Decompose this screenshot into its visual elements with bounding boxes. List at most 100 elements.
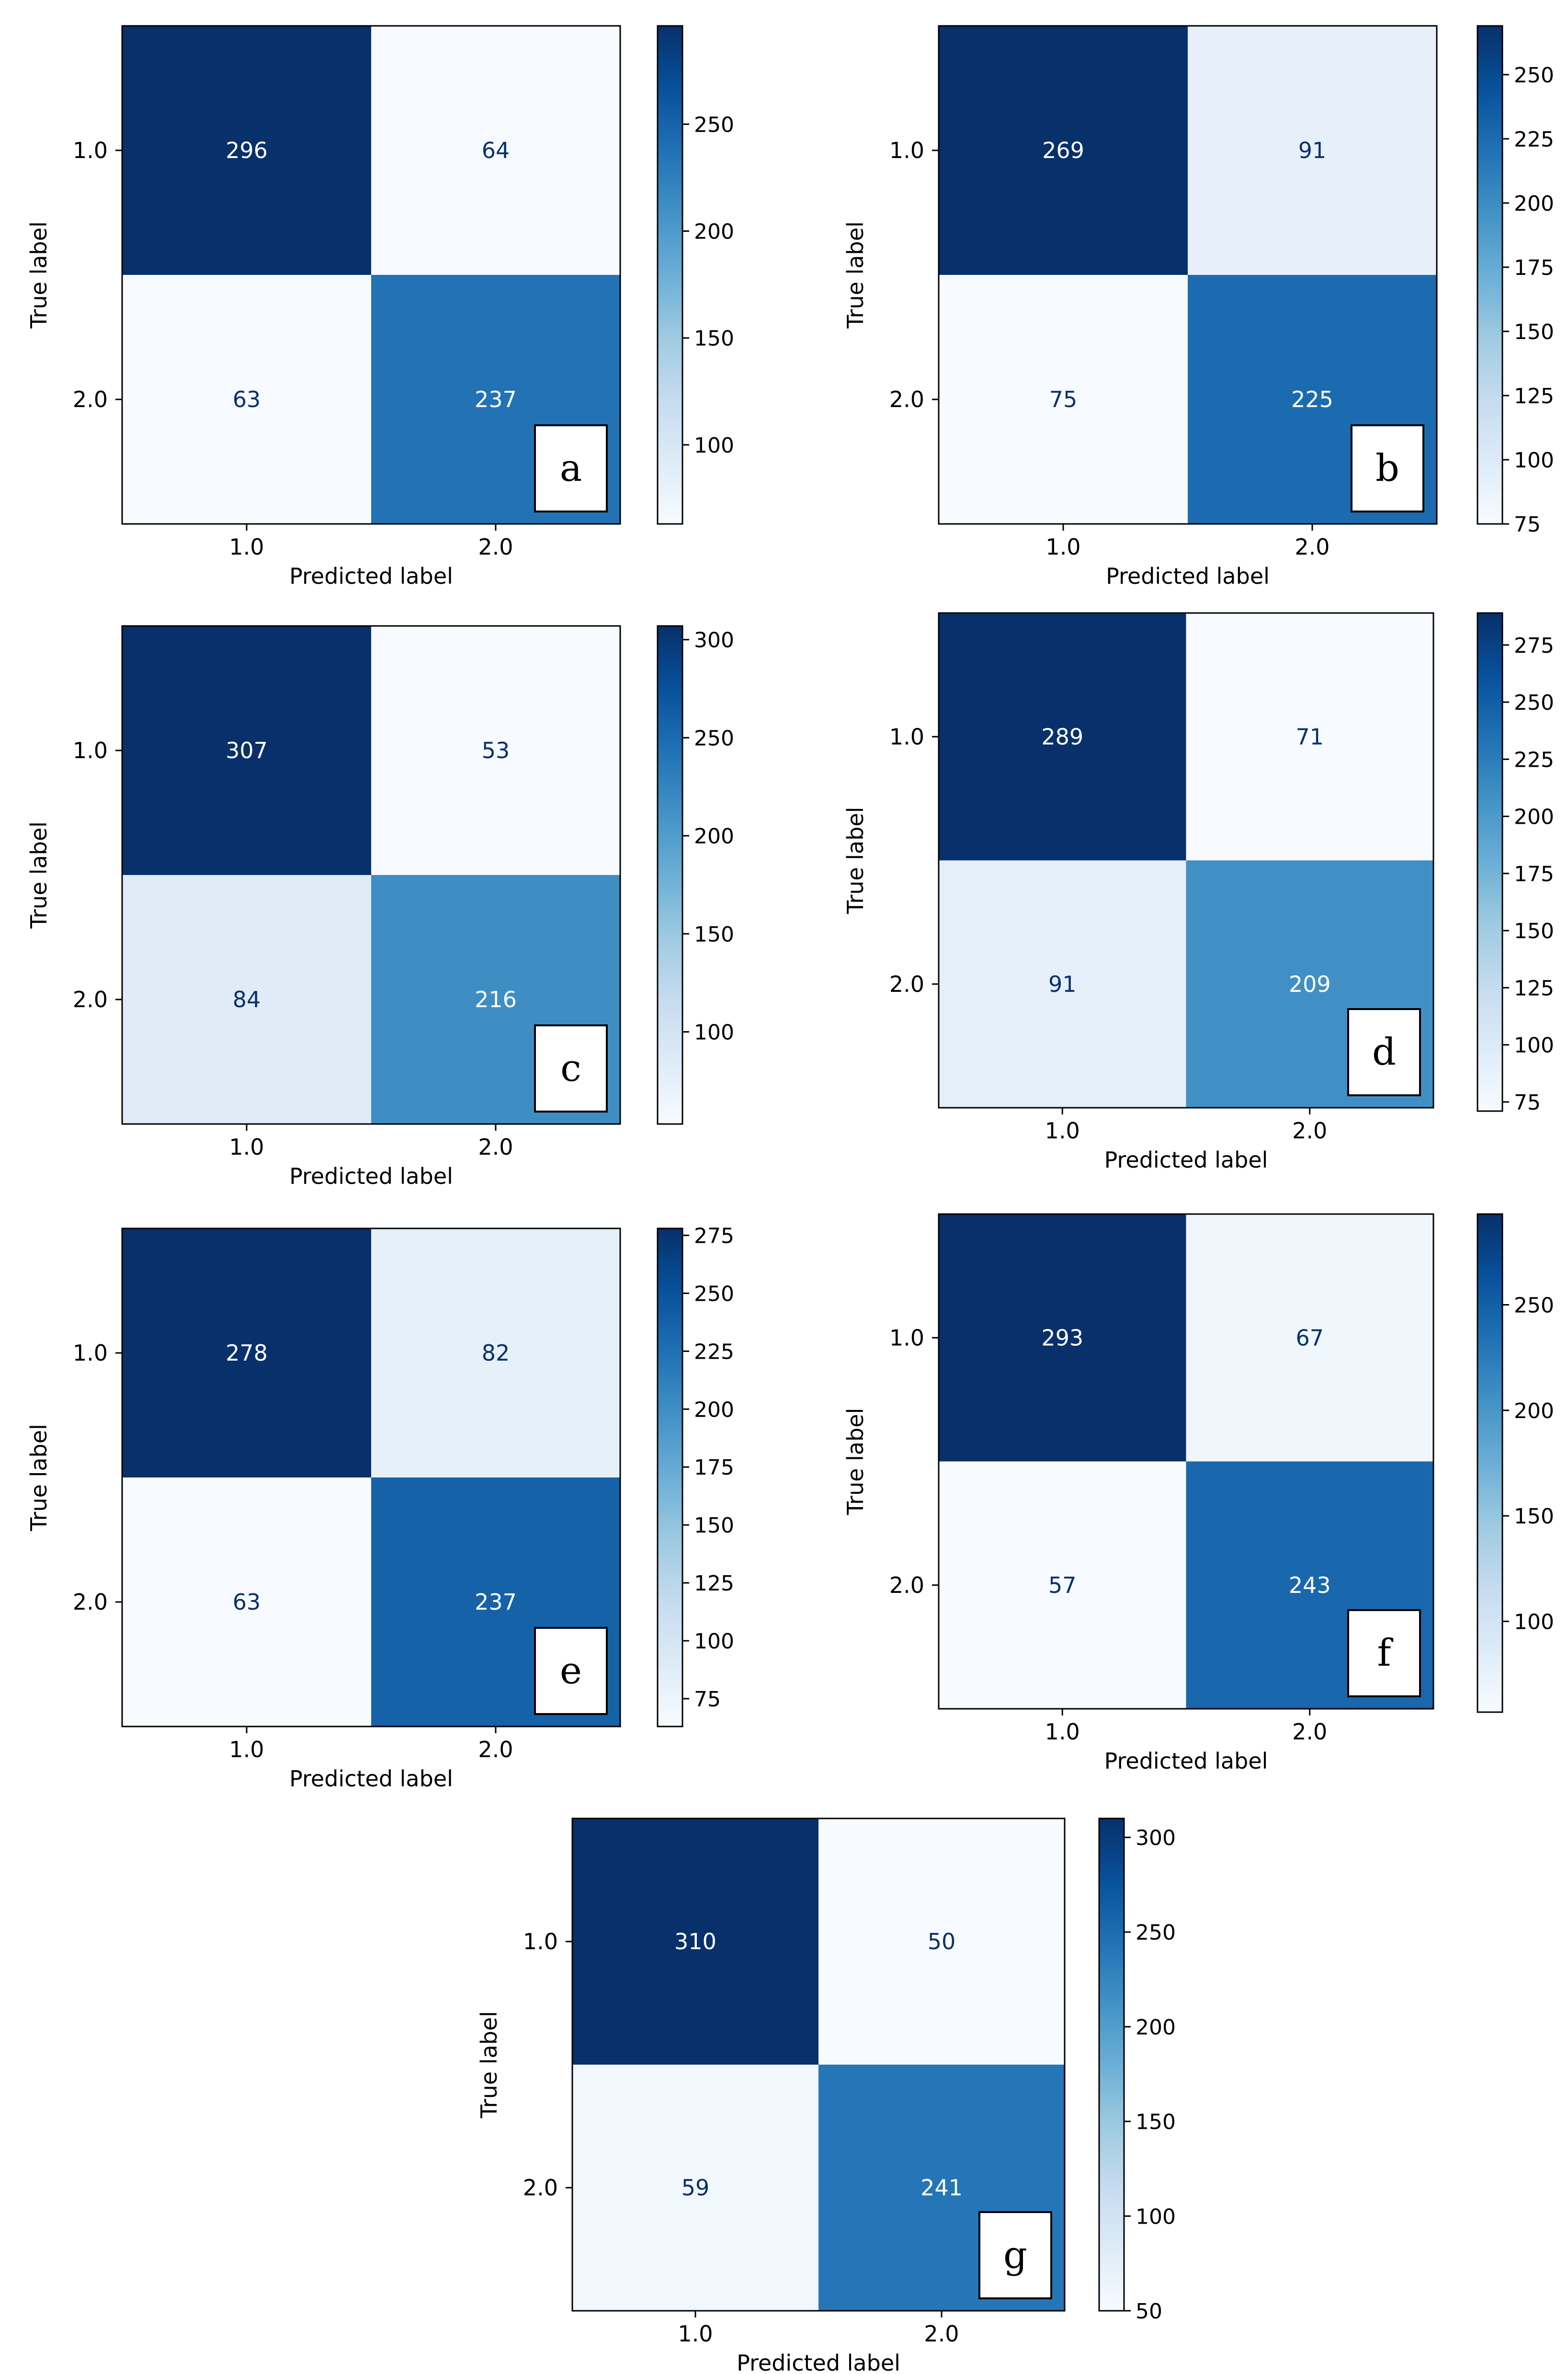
- cell-value-r2-c2: 216: [475, 987, 517, 1012]
- plot-frame: [938, 25, 1438, 525]
- x-tick-label: 1.0: [1045, 1719, 1080, 1745]
- colorbar: [1477, 25, 1503, 525]
- colorbar: [1098, 1817, 1125, 2312]
- confusion-matrix-panel-a: 296 64 63 237 1.0 2.0 1.0 2.0 Predicted label Tru…: [26, 25, 734, 589]
- colorbar-tick-label: 150: [1514, 919, 1554, 943]
- colorbar-tick-label: 200: [1136, 2015, 1176, 2040]
- colorbar-tick-label: 200: [1514, 1399, 1554, 1423]
- colorbar-tick-label: 100: [694, 1629, 734, 1654]
- cell-value-r2-c1: 63: [233, 386, 261, 412]
- panel-label-box: [534, 424, 608, 512]
- panel-label: d: [1372, 1031, 1396, 1074]
- colorbar-tick-label: 250: [694, 726, 734, 750]
- colorbar-tick-label: 300: [1136, 1826, 1176, 1851]
- cell-value-r2-c2: 237: [475, 1589, 517, 1615]
- colorbar-tick-label: 250: [1514, 1293, 1554, 1318]
- plot-frame: [121, 25, 621, 525]
- colorbar-tick-label: 200: [1514, 805, 1554, 829]
- panel-label-box: [1347, 1609, 1421, 1697]
- y-tick-label: 1.0: [73, 738, 108, 763]
- confusion-matrix-panel-b: 269 91 75 225 1.0 2.0 1.0 2.0 Predicted label Tru…: [842, 25, 1554, 589]
- colorbar: [657, 625, 683, 1125]
- confusion-matrix-panel-d: 289 71 91 209 1.0 2.0 1.0 2.0 Predicted label Tru…: [842, 612, 1554, 1173]
- colorbar-tick-label: 300: [694, 628, 734, 653]
- colorbar: [657, 1227, 683, 1727]
- x-axis-title: Predicted label: [289, 563, 453, 589]
- colorbar-tick-label: 100: [694, 1021, 734, 1045]
- colorbar-tick-label: 100: [1514, 1034, 1554, 1058]
- cell-value-r1-c2: 53: [482, 738, 510, 763]
- plot-frame: [938, 1213, 1434, 1710]
- matrix-cell-r2-c1: [122, 1477, 371, 1727]
- y-tick-label: 1.0: [523, 1929, 558, 1954]
- colorbar-tick-label: 250: [694, 1282, 734, 1306]
- matrix-cell-r2-c1: [572, 2065, 818, 2311]
- colorbar-tick-label: 200: [694, 219, 734, 244]
- y-tick-label: 2.0: [889, 386, 924, 412]
- colorbar: [1477, 612, 1503, 1112]
- colorbar-tick-label: 250: [1514, 63, 1554, 88]
- x-tick-label: 1.0: [229, 1737, 264, 1762]
- x-axis-title: Predicted label: [1104, 1147, 1268, 1173]
- y-tick-label: 2.0: [73, 987, 108, 1012]
- cell-value-r2-c1: 75: [1049, 386, 1078, 412]
- confusion-matrix-panel-e: 278 82 63 237 1.0 2.0 1.0 2.0 Predicted label Tru…: [26, 1224, 734, 1792]
- matrix-cell-r1-c1: [939, 613, 1186, 861]
- colorbar-tick-label: 225: [1514, 748, 1554, 772]
- panel-label-box: [534, 1627, 608, 1715]
- cell-value-r2-c1: 91: [1048, 971, 1077, 997]
- x-axis-title: Predicted label: [1104, 1748, 1268, 1774]
- x-tick-label: 1.0: [678, 2321, 713, 2347]
- panel-label: c: [560, 1047, 581, 1090]
- x-tick-label: 2.0: [924, 2321, 959, 2347]
- plot-frame: [121, 1227, 621, 1727]
- matrix-cell-r2-c1: [122, 875, 371, 1124]
- cell-value-r1-c2: 82: [482, 1340, 510, 1366]
- matrix-cell-r1-c2: [1186, 1214, 1433, 1462]
- y-axis-title: True label: [476, 2011, 502, 2119]
- confusion-matrix-panel-c: 307 53 84 216 1.0 2.0 1.0 2.0 Predicted label Tru…: [26, 625, 734, 1189]
- matrix-cell-r2-c1: [939, 275, 1188, 524]
- x-tick-label: 1.0: [1045, 534, 1080, 560]
- y-tick-label: 2.0: [889, 971, 924, 997]
- colorbar-tick-label: 200: [1514, 192, 1554, 216]
- plot-frame: [121, 625, 621, 1125]
- cell-value-r1-c1: 310: [674, 1929, 716, 1954]
- colorbar-tick-label: 75: [1514, 1090, 1541, 1115]
- cell-value-r1-c1: 289: [1041, 724, 1083, 750]
- colorbar-tick-label: 225: [1514, 127, 1554, 152]
- matrix-cell-r1-c1: [122, 26, 371, 275]
- panel-label: b: [1375, 447, 1399, 490]
- cell-value-r1-c1: 293: [1041, 1325, 1083, 1351]
- cell-value-r1-c1: 278: [226, 1340, 268, 1366]
- colorbar-tick-label: 175: [694, 1455, 734, 1480]
- cell-value-r1-c1: 296: [226, 137, 268, 163]
- y-tick-label: 2.0: [523, 2175, 558, 2201]
- panel-label: f: [1377, 1632, 1394, 1675]
- confusion-matrix-panel-f: 293 67 57 243 1.0 2.0 1.0 2.0 Predicted label Tru…: [842, 1213, 1554, 1774]
- x-axis-title: Predicted label: [289, 1766, 453, 1792]
- cell-value-r2-c2: 225: [1291, 386, 1333, 412]
- cell-value-r2-c2: 241: [920, 2175, 963, 2201]
- colorbar-tick-label: 250: [1136, 1920, 1176, 1945]
- y-tick-label: 2.0: [73, 386, 108, 412]
- colorbar-tick-label: 275: [694, 1224, 734, 1249]
- matrix-cell-r1-c2: [371, 26, 620, 275]
- matrix-cell-r1-c2: [818, 1818, 1065, 2065]
- x-tick-label: 2.0: [478, 1737, 513, 1762]
- colorbar-tick-label: 100: [694, 433, 734, 458]
- matrix-cell-r1-c1: [122, 626, 371, 875]
- matrix-cell-r1-c2: [1188, 26, 1437, 275]
- y-axis-title: True label: [26, 221, 52, 329]
- y-axis-title: True label: [842, 221, 868, 329]
- x-tick-label: 2.0: [478, 534, 513, 560]
- cell-value-r2-c1: 84: [233, 987, 261, 1012]
- y-tick-label: 1.0: [73, 137, 108, 163]
- colorbar-tick-label: 125: [1514, 976, 1554, 1000]
- matrix-cell-r1-c1: [939, 1214, 1186, 1462]
- x-tick-label: 2.0: [1295, 534, 1329, 560]
- colorbar-tick-label: 75: [694, 1687, 721, 1712]
- y-tick-label: 1.0: [889, 1325, 924, 1351]
- y-axis-title: True label: [26, 821, 52, 929]
- panel-label: a: [560, 447, 582, 490]
